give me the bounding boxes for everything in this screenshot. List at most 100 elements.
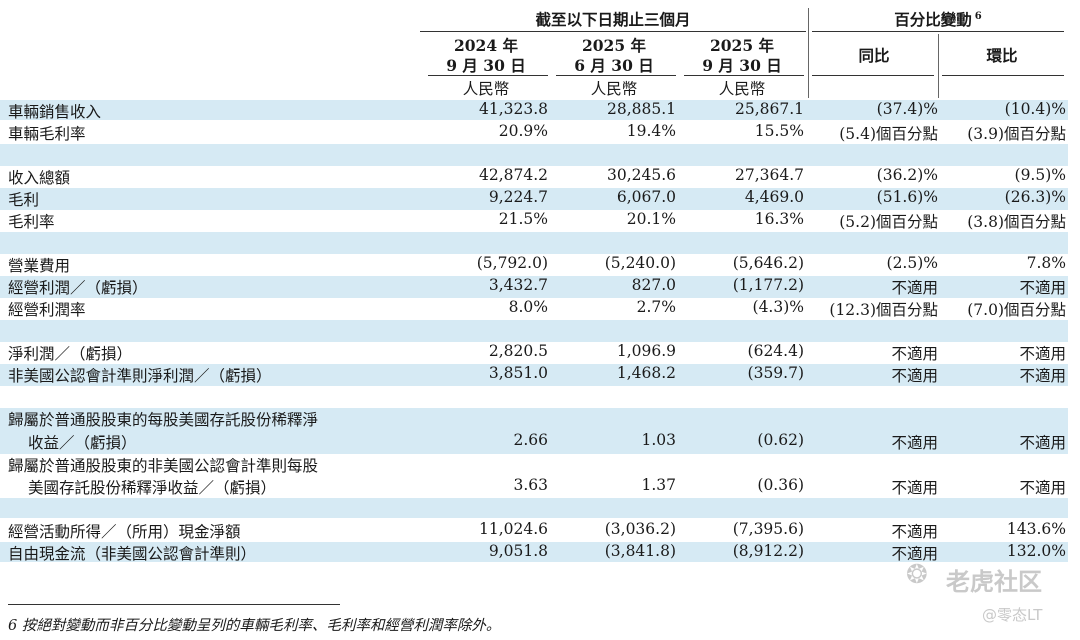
band: [0, 188, 1068, 210]
cell-2024-q3: 2.66: [513, 431, 548, 449]
cell-qoq: 不適用: [1019, 434, 1066, 452]
row-label: 收入總額: [8, 169, 71, 187]
band: [0, 542, 1068, 562]
col1-year: 2024 年: [453, 36, 519, 55]
cell-2025-q2: 6,067.0: [616, 188, 676, 206]
period-group-heading: 截至以下日期止三個月: [535, 10, 691, 29]
cell-qoq: (7.0)個百分點: [967, 301, 1066, 319]
cell-2025-q3: (8,912.2): [732, 542, 804, 560]
row-label: 經營利潤率: [8, 301, 86, 319]
cell-qoq: (9.5)%: [1014, 166, 1066, 184]
cell-2024-q3: 2,820.5: [488, 342, 548, 360]
cell-qoq: 143.6%: [1006, 520, 1066, 538]
cell-2025-q3: (5,646.2): [732, 254, 804, 272]
yoy-rule: [812, 75, 934, 76]
col3-date: 9 月 30 日: [702, 56, 782, 75]
cell-qoq: 不適用: [1019, 279, 1066, 297]
cell-yoy: 不適用: [891, 367, 938, 385]
header-rule-top-left: [420, 31, 806, 32]
band: [0, 276, 1068, 298]
cell-2025-q2: 1,468.2: [616, 364, 676, 382]
band: [0, 232, 1068, 254]
change-group-label: 百分比變動: [894, 10, 972, 29]
row-label-continued: 美國存託股份稀釋淨收益／（虧損）: [28, 479, 277, 497]
row-label: 自由現金流（非美國公認會計準則）: [8, 545, 257, 563]
cell-2025-q2: 827.0: [631, 276, 676, 294]
cell-2025-q3: (0.62): [757, 431, 804, 449]
header-divider: [808, 8, 809, 98]
cell-2024-q3: 3,851.0: [488, 364, 548, 382]
cell-qoq: (10.4)%: [1004, 100, 1066, 118]
footnote: 6 按絕對變動而非百分比變動呈列的車輛毛利率、毛利率和經營利潤率除外。: [8, 618, 501, 634]
cell-2025-q3: 16.3%: [754, 210, 804, 228]
cell-2025-q3: 25,867.1: [734, 100, 804, 118]
cell-2024-q3: (5,792.0): [476, 254, 548, 272]
cell-2024-q3: 3.63: [513, 476, 548, 494]
row-label: 非美國公認會計準則淨利潤／（虧損）: [8, 367, 272, 385]
cell-2025-q3: 4,469.0: [744, 188, 804, 206]
cell-yoy: (5.4)個百分點: [839, 125, 938, 143]
band: [0, 320, 1068, 342]
col2-date: 6 月 30 日: [574, 56, 654, 75]
col2-rule: [556, 75, 676, 76]
cell-2025-q2: 1,096.9: [616, 342, 676, 360]
yoy-heading: 同比: [858, 46, 890, 65]
row-label: 車輛銷售收入: [8, 103, 102, 121]
row-label: 經營利潤／（虧損）: [8, 279, 148, 297]
cell-yoy: 不適用: [891, 279, 938, 297]
band: [0, 498, 1068, 518]
cell-2025-q2: 1.03: [641, 431, 676, 449]
row-label: 經營活動所得／（所用）現金淨額: [8, 523, 241, 541]
cell-yoy: 不適用: [891, 545, 938, 563]
cell-2024-q3: 42,874.2: [478, 166, 548, 184]
cell-2025-q3: (0.36): [757, 476, 804, 494]
cell-2024-q3: 9,224.7: [488, 188, 548, 206]
cell-yoy: (51.6)%: [876, 188, 938, 206]
row-label: 歸屬於普通股股東的非美國公認會計準則每股: [8, 457, 319, 475]
cell-2025-q3: (4.3)%: [752, 298, 804, 316]
qoq-rule: [942, 75, 1064, 76]
cell-2024-q3: 9,051.8: [488, 542, 548, 560]
row-label: 淨利潤／（虧損）: [8, 345, 133, 363]
cell-2025-q2: (5,240.0): [604, 254, 676, 272]
watermark-user: @零态LT: [982, 606, 1043, 624]
header-divider-2: [938, 34, 939, 98]
cell-yoy: 不適用: [891, 434, 938, 452]
change-group-note: 6: [974, 10, 982, 22]
col1-rule: [428, 75, 548, 76]
cell-2024-q3: 21.5%: [498, 210, 548, 228]
cell-2024-q3: 11,024.6: [478, 520, 548, 538]
cell-yoy: (12.3)個百分點: [829, 301, 938, 319]
col1-unit: 人民幣: [462, 80, 510, 98]
cell-2025-q3: (624.4): [747, 342, 804, 360]
col3-rule: [684, 75, 804, 76]
cell-2024-q3: 3,432.7: [488, 276, 548, 294]
row-label: 歸屬於普通股股東的每股美國存託股份稀釋淨: [8, 411, 319, 429]
change-group-heading: 百分比變動 6: [808, 8, 1068, 30]
row-label: 車輛毛利率: [8, 125, 86, 143]
cell-qoq: 不適用: [1019, 479, 1066, 497]
qoq-heading: 環比: [986, 46, 1018, 65]
cell-2025-q2: 19.4%: [626, 122, 676, 140]
cell-yoy: (37.4)%: [876, 100, 938, 118]
col3-year: 2025 年: [709, 36, 775, 55]
cell-2025-q2: (3,841.8): [604, 542, 676, 560]
col2-unit: 人民幣: [590, 80, 638, 98]
cell-2025-q3: 15.5%: [754, 122, 804, 140]
watermark-logo-icon: ❂: [906, 560, 928, 590]
col3-unit: 人民幣: [718, 80, 766, 98]
cell-qoq: 不適用: [1019, 367, 1066, 385]
cell-yoy: 不適用: [891, 523, 938, 541]
cell-qoq: (3.8)個百分點: [967, 213, 1066, 231]
cell-yoy: 不適用: [891, 479, 938, 497]
cell-qoq: 7.8%: [1026, 254, 1066, 272]
row-label: 毛利: [8, 191, 40, 209]
cell-2025-q3: 27,364.7: [734, 166, 804, 184]
cell-2024-q3: 20.9%: [498, 122, 548, 140]
cell-yoy: (5.2)個百分點: [839, 213, 938, 231]
cell-yoy: 不適用: [891, 345, 938, 363]
col1-date: 9 月 30 日: [446, 56, 526, 75]
cell-2025-q3: (359.7): [747, 364, 804, 382]
cell-2024-q3: 8.0%: [508, 298, 548, 316]
cell-qoq: (3.9)個百分點: [967, 125, 1066, 143]
